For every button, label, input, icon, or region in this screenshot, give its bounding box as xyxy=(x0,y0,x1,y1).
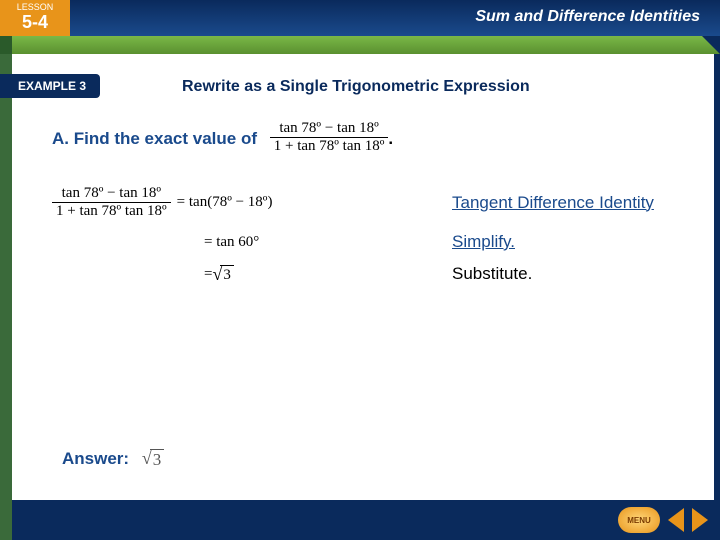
step-annotation[interactable]: Tangent Difference Identity xyxy=(452,193,654,213)
lesson-badge: LESSON 5-4 xyxy=(0,0,70,36)
sqrt-icon: √3 xyxy=(142,449,164,470)
prompt-numerator: tan 78º − tan 18º xyxy=(270,120,389,138)
lesson-label: LESSON xyxy=(0,2,70,12)
step-row: = tan 60° Simplify. xyxy=(52,232,684,252)
answer-row: Answer: √3 xyxy=(62,449,164,470)
next-button[interactable] xyxy=(692,508,708,532)
corner-fold-icon xyxy=(702,36,720,54)
accent-bar xyxy=(0,36,720,54)
slide-page: LESSON 5-4 Sum and Difference Identities… xyxy=(0,0,720,540)
step-lhs-fraction: tan 78º − tan 18º 1 + tan 78º tan 18º xyxy=(52,185,171,220)
answer-label: Answer: xyxy=(62,449,129,468)
prev-button[interactable] xyxy=(668,508,684,532)
problem-prompt: A. Find the exact value of tan 78º − tan… xyxy=(52,122,684,157)
content-area: EXAMPLE 3 Rewrite as a Single Trigonomet… xyxy=(0,54,720,500)
prompt-fraction: tan 78º − tan 18º 1 + tan 78º tan 18º xyxy=(270,120,389,155)
header-bar: LESSON 5-4 Sum and Difference Identities xyxy=(0,0,720,36)
step-row: tan 78º − tan 18º 1 + tan 78º tan 18º = … xyxy=(52,185,684,220)
menu-button[interactable]: MENU xyxy=(618,507,660,533)
sqrt-icon: √3 xyxy=(212,265,233,284)
step-eq-prefix: = xyxy=(204,266,212,283)
example-subtitle: Rewrite as a Single Trigonometric Expres… xyxy=(182,78,684,96)
step-eq: = tan 60° xyxy=(204,234,259,251)
step-row: = √3 Substitute. xyxy=(52,264,684,284)
prompt-denominator: 1 + tan 78º tan 18º xyxy=(270,138,389,155)
bottom-nav: MENU xyxy=(0,500,720,540)
prompt-text: Find the exact value of xyxy=(74,129,257,148)
part-label: A. xyxy=(52,129,69,148)
step-annotation[interactable]: Simplify. xyxy=(452,232,515,252)
prompt-period: . xyxy=(388,129,393,148)
step-annotation: Substitute. xyxy=(452,264,532,284)
step-eq: = tan(78º − 18º) xyxy=(177,194,273,211)
example-badge: EXAMPLE 3 xyxy=(0,74,100,98)
lesson-number: 5-4 xyxy=(0,13,70,31)
chapter-title: Sum and Difference Identities xyxy=(475,0,720,36)
work-steps: tan 78º − tan 18º 1 + tan 78º tan 18º = … xyxy=(52,185,684,284)
